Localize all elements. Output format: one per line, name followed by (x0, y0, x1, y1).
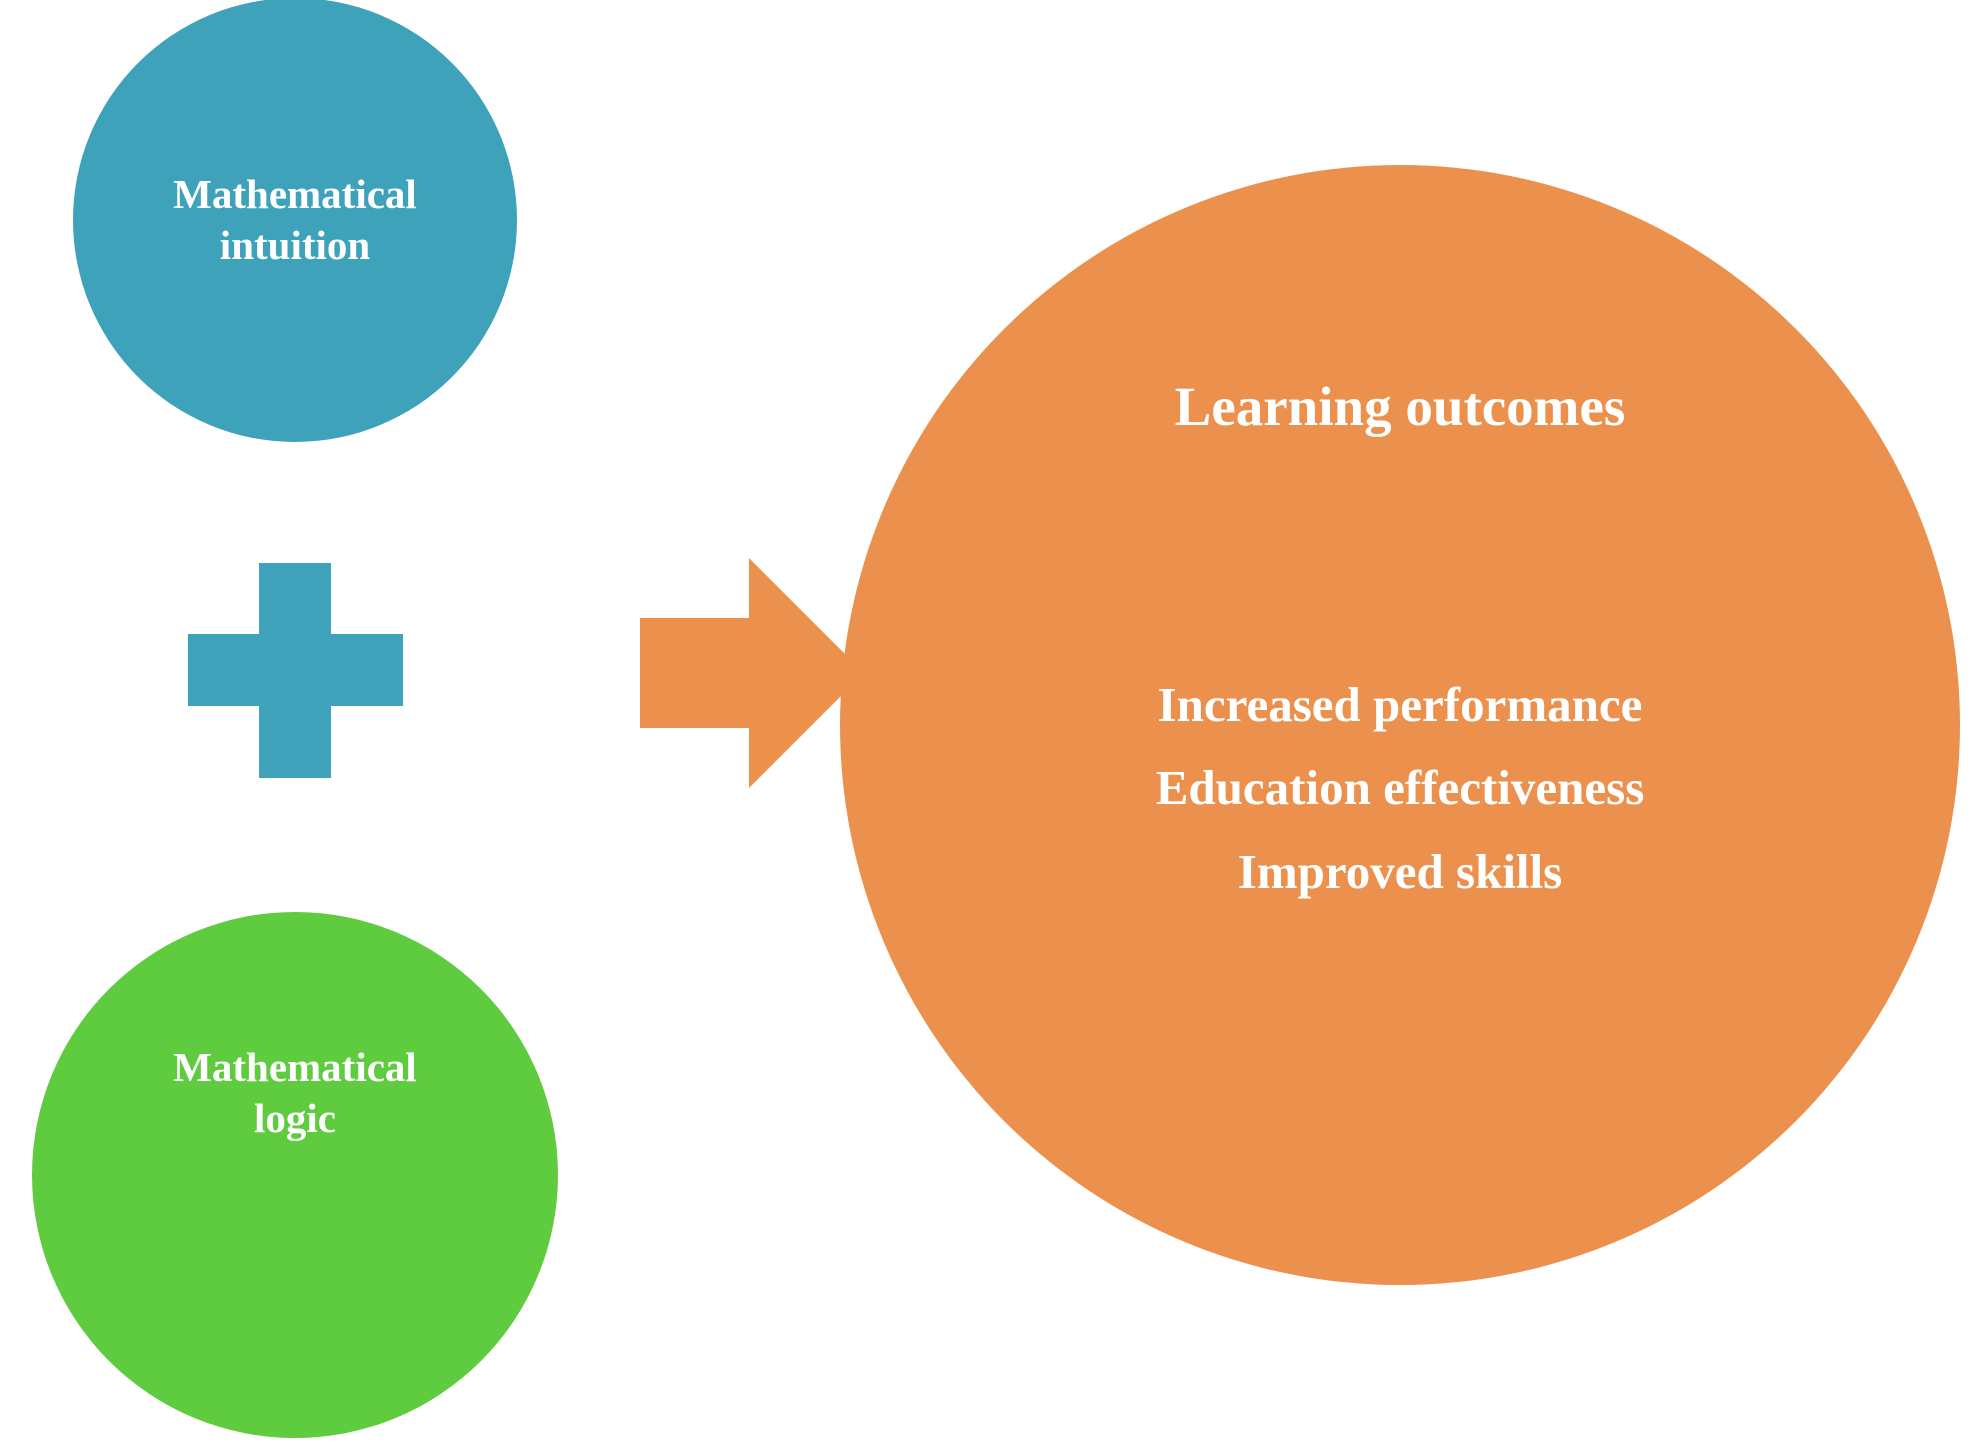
outcome-item: Education effectiveness (1156, 746, 1645, 829)
arrow-body (640, 618, 750, 728)
circle-logic-label-1: Mathematical (173, 1042, 417, 1093)
circle-intuition: Mathematical intuition (73, 0, 517, 442)
outcomes-items: Increased performance Education effectiv… (1156, 663, 1645, 913)
outcome-item: Improved skills (1238, 830, 1562, 913)
outcomes-title: Learning outcomes (1175, 375, 1626, 438)
circle-outcomes: Learning outcomes Increased performance … (840, 165, 1960, 1285)
circle-logic: Mathematical logic (32, 912, 558, 1438)
outcome-item: Increased performance (1158, 663, 1643, 746)
circle-intuition-label-1: Mathematical (173, 169, 417, 220)
circle-intuition-label-2: intuition (220, 220, 370, 271)
circle-logic-label-2: logic (254, 1093, 336, 1144)
plus-vertical (259, 563, 331, 778)
